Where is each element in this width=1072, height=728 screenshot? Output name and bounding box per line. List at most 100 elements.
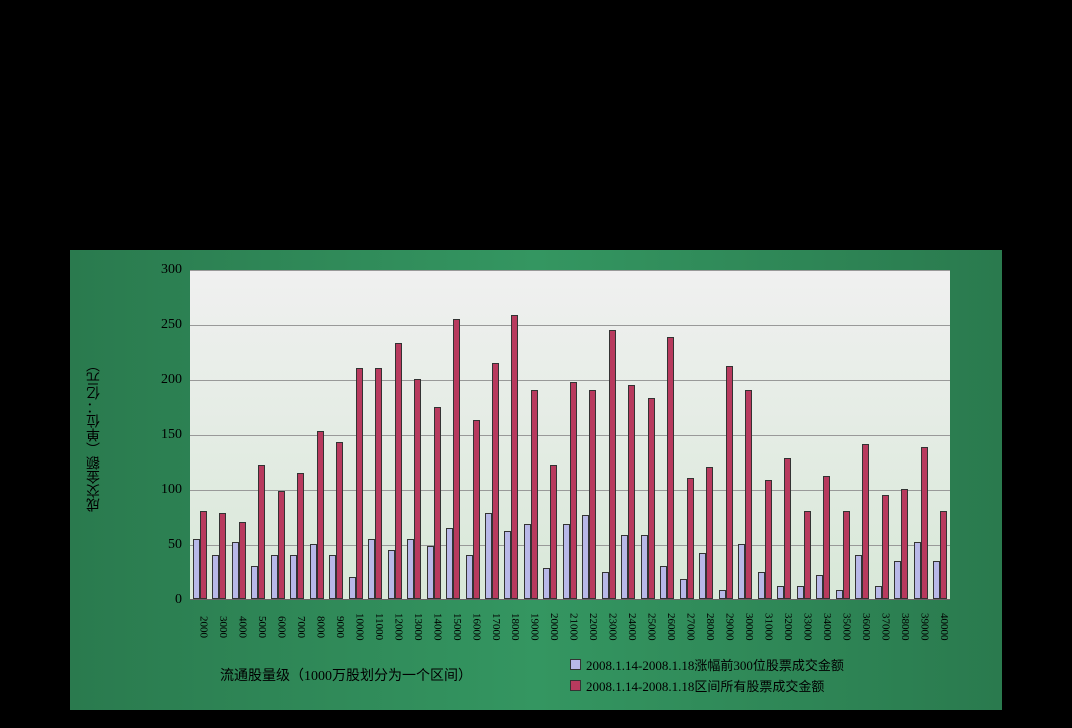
bar-group <box>326 270 345 599</box>
x-tick: 27000 <box>677 602 696 652</box>
x-tick: 2000 <box>190 602 209 652</box>
bar-group <box>833 270 852 599</box>
bar <box>375 368 382 599</box>
x-tick: 23000 <box>599 602 618 652</box>
x-tick: 30000 <box>736 602 755 652</box>
bar-group <box>307 270 326 599</box>
bars-group <box>190 270 950 599</box>
bar <box>395 343 402 599</box>
bar-group <box>677 270 696 599</box>
bar-group <box>404 270 423 599</box>
bar <box>290 555 297 599</box>
bar <box>297 473 304 600</box>
bar <box>453 319 460 600</box>
bar <box>550 465 557 599</box>
bar <box>531 390 538 599</box>
y-axis-label: 成交金额（单位：亿元） <box>85 358 105 512</box>
bar <box>641 535 648 599</box>
bar <box>388 550 395 600</box>
y-tick: 250 <box>161 317 182 333</box>
bar <box>446 528 453 600</box>
bar <box>329 555 336 599</box>
bar <box>543 568 550 599</box>
bar <box>687 478 694 599</box>
bar-group <box>268 270 287 599</box>
legend-label-1: 2008.1.14-2008.1.18涨幅前300位股票成交金额 <box>586 655 844 674</box>
bar <box>310 544 317 599</box>
bar <box>609 330 616 600</box>
bar-group <box>619 270 638 599</box>
bar-group <box>248 270 267 599</box>
bar <box>524 524 531 599</box>
x-tick: 35000 <box>833 602 852 652</box>
x-tick: 26000 <box>658 602 677 652</box>
bar-group <box>716 270 735 599</box>
x-tick: 37000 <box>872 602 891 652</box>
bar-group <box>891 270 910 599</box>
bar <box>570 382 577 599</box>
bar <box>466 555 473 599</box>
bar <box>855 555 862 599</box>
x-axis: 2000300040005000600070008000900010000110… <box>190 602 950 652</box>
legend-label-2: 2008.1.14-2008.1.18区间所有股票成交金额 <box>586 676 824 695</box>
bar <box>719 590 726 599</box>
x-tick: 25000 <box>638 602 657 652</box>
bar-group <box>190 270 209 599</box>
x-tick: 19000 <box>521 602 540 652</box>
bar <box>582 515 589 599</box>
bar <box>200 511 207 599</box>
bar <box>882 495 889 600</box>
x-tick: 39000 <box>911 602 930 652</box>
bar <box>368 539 375 600</box>
x-tick: 32000 <box>775 602 794 652</box>
bar-group <box>775 270 794 599</box>
bar <box>492 363 499 600</box>
x-axis-label: 流通股量级（1000万股划分为一个区间） <box>220 665 472 685</box>
x-tick: 16000 <box>463 602 482 652</box>
bar-group <box>658 270 677 599</box>
x-tick: 12000 <box>385 602 404 652</box>
x-tick: 15000 <box>443 602 462 652</box>
bar-group <box>560 270 579 599</box>
bar <box>504 531 511 599</box>
bar <box>317 431 324 599</box>
y-axis: 成交金额（单位：亿元） 050100150200250300 <box>70 270 190 600</box>
bar-group <box>852 270 871 599</box>
x-tick: 29000 <box>716 602 735 652</box>
bar-group <box>599 270 618 599</box>
x-tick: 8000 <box>307 602 326 652</box>
bar-group <box>794 270 813 599</box>
bar <box>765 480 772 599</box>
y-tick: 50 <box>168 537 182 553</box>
x-tick: 17000 <box>482 602 501 652</box>
x-tick: 21000 <box>560 602 579 652</box>
bar <box>894 561 901 600</box>
bar <box>485 513 492 599</box>
x-tick: 7000 <box>287 602 306 652</box>
y-tick: 100 <box>161 482 182 498</box>
bar <box>278 491 285 599</box>
bar-group <box>736 270 755 599</box>
x-tick: 3000 <box>209 602 228 652</box>
bar-group <box>346 270 365 599</box>
bar <box>901 489 908 599</box>
bar-group <box>424 270 443 599</box>
x-tick: 18000 <box>502 602 521 652</box>
bar <box>407 539 414 600</box>
bar <box>414 379 421 599</box>
bar <box>648 398 655 599</box>
x-tick: 36000 <box>852 602 871 652</box>
y-tick: 200 <box>161 372 182 388</box>
bar <box>434 407 441 600</box>
bar-group <box>209 270 228 599</box>
bar <box>667 337 674 599</box>
bar-group <box>482 270 501 599</box>
bar <box>843 511 850 599</box>
legend-swatch-1 <box>570 659 581 670</box>
bar <box>258 465 265 599</box>
legend-swatch-2 <box>570 680 581 691</box>
bar <box>511 315 518 599</box>
x-tick: 28000 <box>697 602 716 652</box>
bar-group <box>385 270 404 599</box>
bar <box>589 390 596 599</box>
